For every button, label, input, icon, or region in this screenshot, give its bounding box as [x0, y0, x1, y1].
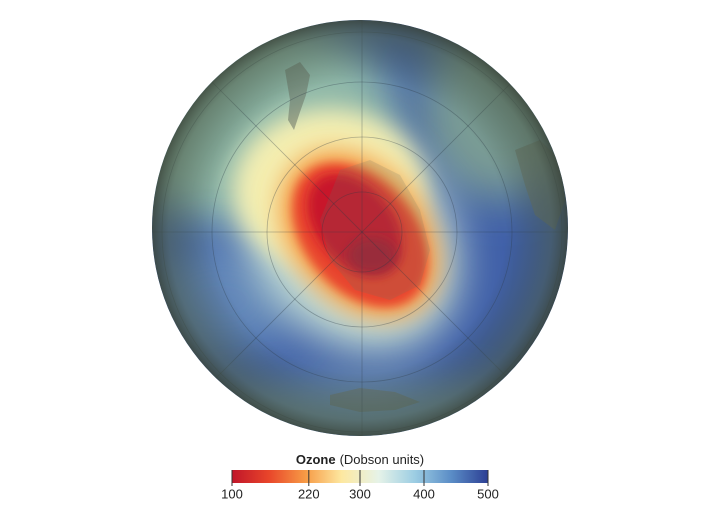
globe	[152, 20, 568, 436]
colorbar-tick-label: 220	[298, 486, 320, 501]
colorbar-tick-label: 400	[413, 486, 435, 501]
colorbar-tick-label: 500	[477, 486, 499, 501]
legend-units: (Dobson units)	[340, 452, 425, 467]
legend-title: Ozone (Dobson units)	[296, 452, 424, 467]
colorbar-tick-label: 100	[221, 486, 243, 501]
colorbar: 100 220 300 400 500	[221, 470, 499, 501]
colorbar-tick-label: 300	[349, 486, 371, 501]
legend-title-main: Ozone	[296, 452, 336, 467]
